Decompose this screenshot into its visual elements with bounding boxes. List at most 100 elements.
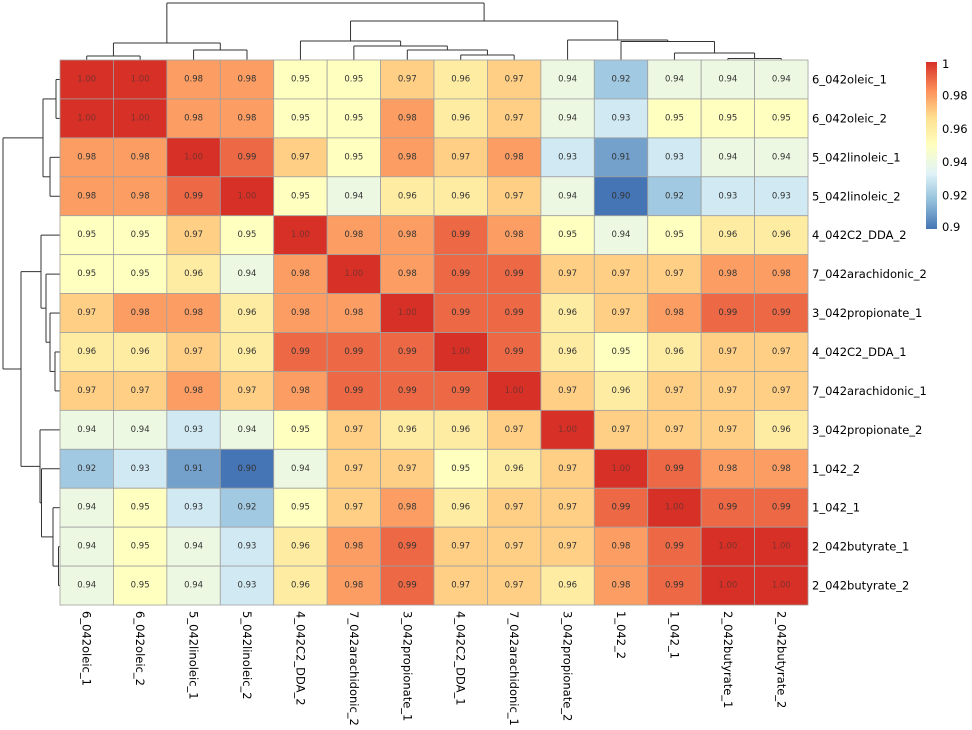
- heatmap-cell: [326, 487, 381, 528]
- cell-value-label: 0.99: [772, 503, 791, 513]
- heatmap-cell: [113, 409, 168, 450]
- heatmap-cell: [593, 526, 649, 567]
- cell-value-label: 0.97: [665, 269, 684, 279]
- legend-tick-label: 0.92: [942, 189, 968, 203]
- cell-value-label: 0.97: [505, 74, 524, 84]
- cell-value-label: 0.98: [238, 113, 257, 123]
- cell-value-label: 0.97: [558, 386, 577, 396]
- heatmap-cell: [487, 59, 542, 100]
- heatmap-cell: [113, 371, 168, 411]
- heatmap-cell: [540, 98, 595, 139]
- cell-value-label: 0.95: [238, 230, 257, 240]
- heatmap-cell: [326, 409, 381, 450]
- heatmap-cell: [647, 409, 702, 450]
- heatmap-cell: [754, 371, 809, 411]
- heatmap-cell: [487, 137, 542, 178]
- cell-value-label: 0.95: [344, 74, 363, 84]
- cell-value-label: 0.97: [718, 425, 737, 435]
- column-label: 7_042arachidonic_1: [507, 611, 521, 726]
- cell-value-label: 0.99: [505, 308, 524, 318]
- heatmap-cell: [433, 371, 488, 411]
- cell-value-label: 0.98: [131, 191, 150, 201]
- cell-value-label: 1.00: [77, 113, 96, 123]
- heatmap-cell: [273, 215, 328, 256]
- legend-tick-label: 0.96: [942, 122, 968, 136]
- row-label: 7_042arachidonic_1: [812, 384, 927, 398]
- heatmap-cell: [433, 215, 488, 256]
- cell-value-label: 0.93: [718, 191, 737, 201]
- heatmap-cell: [700, 137, 755, 178]
- cell-value-label: 0.99: [398, 581, 417, 591]
- column-label: 5_042linoleic_1: [187, 611, 201, 700]
- cell-value-label: 0.97: [665, 386, 684, 396]
- heatmap-cell: [59, 137, 114, 178]
- heatmap-cell: [59, 293, 114, 333]
- cell-value-label: 0.99: [398, 542, 417, 552]
- cell-value-label: 0.95: [772, 113, 791, 123]
- heatmap-cell: [326, 332, 381, 372]
- cell-value-label: 0.97: [558, 464, 577, 474]
- cell-value-label: 0.96: [772, 425, 791, 435]
- cell-value-label: 0.94: [558, 74, 577, 84]
- heatmap-cell: [754, 176, 809, 217]
- cell-value-label: 0.95: [291, 74, 310, 84]
- cell-value-label: 0.95: [77, 269, 96, 279]
- row-label: 1_042_2: [812, 462, 860, 476]
- heatmap-cell: [113, 215, 168, 256]
- cell-value-label: 0.96: [77, 347, 96, 357]
- heatmap-cell: [754, 448, 809, 489]
- cell-value-label: 0.99: [665, 542, 684, 552]
- cell-value-label: 0.99: [398, 347, 417, 357]
- cell-value-label: 0.96: [505, 464, 524, 474]
- cell-value-label: 0.97: [718, 347, 737, 357]
- heatmap-cell: [754, 409, 809, 450]
- heatmap-cell: [700, 371, 755, 411]
- heatmap-cell: [380, 526, 435, 567]
- column-label: 3_042propionate_2: [561, 611, 575, 721]
- column-label: 2_042butyrate_2: [774, 611, 788, 708]
- cell-value-label: 0.95: [718, 113, 737, 123]
- heatmap-cell: [433, 332, 488, 372]
- heatmap-cell: [540, 487, 595, 528]
- column-labels: 6_042oleic_1 6_042oleic_2 5_042linoleic_1 5…: [80, 611, 789, 726]
- cell-value-label: 0.97: [505, 503, 524, 513]
- cell-value-label: 0.98: [184, 386, 203, 396]
- heatmap-cell: [487, 371, 542, 411]
- cell-value-label: 0.97: [612, 308, 631, 318]
- cell-value-label: 0.98: [398, 230, 417, 240]
- cell-value-label: 0.98: [772, 269, 791, 279]
- cell-value-label: 1.00: [612, 464, 631, 474]
- cell-value-label: 0.97: [184, 230, 203, 240]
- heatmap-cell: [166, 59, 221, 100]
- heatmap-cell: [647, 176, 702, 217]
- heatmap-cell: [273, 526, 328, 567]
- cell-value-label: 0.94: [344, 191, 363, 201]
- heatmap-cell: [219, 98, 275, 139]
- cell-value-label: 0.96: [558, 347, 577, 357]
- heatmap-cell: [166, 215, 221, 256]
- cell-value-label: 0.96: [398, 425, 417, 435]
- cell-value-label: 0.93: [184, 425, 203, 435]
- heatmap-cell: [433, 409, 488, 450]
- cell-value-label: 0.95: [612, 347, 631, 357]
- row-label: 6_042oleic_1: [812, 72, 887, 86]
- cell-value-label: 0.91: [612, 152, 631, 162]
- cell-value-label: 0.98: [505, 152, 524, 162]
- cell-value-label: 0.94: [558, 191, 577, 201]
- heatmap-cell: [540, 448, 595, 489]
- cell-value-label: 0.99: [451, 386, 470, 396]
- cell-value-label: 0.94: [772, 74, 791, 84]
- row-label: 4_042C2_DDA_2: [812, 228, 907, 242]
- legend-tick-label: 0.98: [942, 88, 968, 102]
- cell-value-label: 0.96: [558, 581, 577, 591]
- column-label: 4_042C2_DDA_2: [293, 611, 307, 706]
- cell-value-label: 0.94: [184, 581, 203, 591]
- heatmap-cell: [273, 565, 328, 606]
- column-dendrogram: [86, 2, 782, 60]
- cell-value-label: 0.97: [238, 386, 257, 396]
- heatmap-cell: [540, 293, 595, 333]
- heatmap-cell: [593, 215, 649, 256]
- cell-value-label: 0.97: [558, 542, 577, 552]
- heatmap-cell: [700, 293, 755, 333]
- heatmap-cell: [380, 176, 435, 217]
